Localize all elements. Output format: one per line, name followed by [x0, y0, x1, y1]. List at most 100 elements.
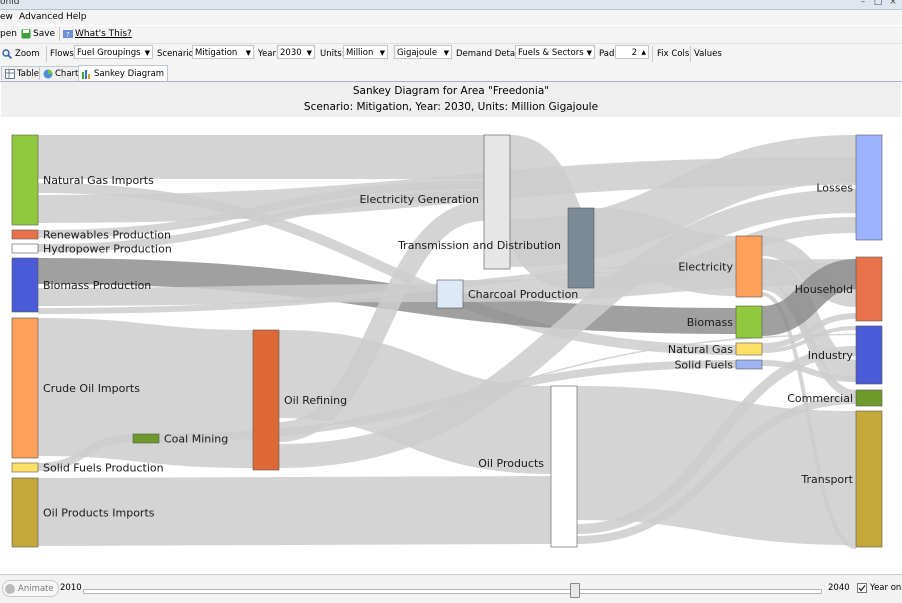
toolbar-divider — [652, 46, 653, 62]
node-char[interactable] — [436, 279, 464, 309]
node-ng[interactable] — [735, 342, 763, 356]
save-icon — [21, 29, 31, 39]
animation-bar: Animate 2010 2040 Year on — [0, 574, 902, 603]
flows-label: Flows: — [50, 49, 77, 59]
sankey-icon — [82, 69, 90, 79]
diagram-subtitle: Scenario: Mitigation, Year: 2030, Units:… — [303, 101, 599, 113]
year-start-label: 2010 — [60, 583, 82, 593]
pie-chart-icon — [43, 69, 53, 78]
flow-coi-ref — [37, 318, 254, 468]
values-toggle[interactable]: Values — [694, 47, 722, 61]
flows-select[interactable]: Fuel Groupings ▼ — [74, 45, 153, 59]
demand-detail-value: Fuels & Sectors — [518, 48, 584, 58]
whats-this-button[interactable]: ? What's This? — [63, 29, 132, 39]
node-op[interactable] — [550, 385, 578, 548]
flow-ren-egen — [37, 181, 485, 238]
node-tra[interactable] — [855, 410, 883, 548]
tab-table-label: Table — [17, 68, 39, 79]
node-ngi[interactable] — [11, 134, 39, 226]
node-label-egen: Electricity Generation — [359, 193, 479, 206]
node-opi[interactable] — [11, 477, 39, 548]
flow-biom-hh — [760, 259, 858, 336]
zoom-button[interactable]: Zoom — [2, 47, 40, 61]
chevron-down-icon: ▼ — [306, 49, 312, 57]
node-bio[interactable] — [11, 257, 39, 313]
node-hyd[interactable] — [11, 243, 39, 254]
scenario-select[interactable]: Mitigation ▼ — [192, 45, 254, 59]
sankey-diagram: Natural Gas Imports Renewables Production… — [11, 134, 883, 549]
node-label-char: Charcoal Production — [468, 288, 578, 301]
zoom-label: Zoom — [15, 49, 40, 59]
node-label-tra: Transport — [800, 473, 853, 486]
unit-value: Gigajoule — [397, 48, 438, 58]
year-value: 2030 — [280, 48, 302, 58]
magnifier-icon — [2, 49, 12, 59]
main-toolbar: pen Save ? What's This? — [0, 26, 902, 44]
year-slider-thumb[interactable] — [570, 583, 580, 598]
year-on-checkbox[interactable]: Year on — [857, 583, 901, 593]
flow-ng-ind — [761, 326, 857, 353]
scenario-value: Mitigation — [195, 48, 238, 58]
node-label-ind: Industry — [808, 349, 854, 362]
scenario-label: Scenario: — [157, 49, 197, 59]
year-select[interactable]: 2030 ▼ — [277, 45, 315, 59]
node-label-ngi: Natural Gas Imports — [43, 174, 154, 187]
node-sfp[interactable] — [11, 462, 39, 473]
units-select[interactable]: Million ▼ — [343, 45, 388, 59]
demand-detail-label: Demand Detail: — [456, 49, 523, 59]
flow-ref-op — [278, 330, 552, 474]
animate-button[interactable]: Animate — [2, 580, 59, 597]
pad-stepper[interactable]: 2 ▲ — [615, 45, 649, 59]
toolbar-divider — [46, 46, 47, 62]
node-ind[interactable] — [855, 325, 883, 385]
menu-item-view[interactable]: ew — [0, 12, 13, 22]
open-button[interactable]: pen — [0, 29, 17, 39]
pad-label: Pad: — [599, 49, 618, 59]
menu-item-advanced[interactable]: Advanced — [19, 12, 64, 22]
tab-table[interactable]: Table — [1, 66, 43, 80]
checkbox-checked-icon — [857, 583, 867, 593]
maximize-button[interactable]: □ — [873, 0, 883, 7]
spinner-arrows-icon: ▲ — [641, 49, 646, 56]
node-label-op: Oil Products — [478, 457, 544, 470]
node-egen[interactable] — [483, 134, 511, 270]
node-coi[interactable] — [11, 317, 39, 459]
window-title: onld — [0, 0, 20, 7]
node-elec[interactable] — [735, 235, 763, 298]
tab-sankey-diagram[interactable]: Sankey Diagram — [78, 65, 169, 81]
menu-item-help[interactable]: Help — [66, 12, 87, 22]
tab-chart-label: Chart — [55, 68, 79, 79]
node-hh[interactable] — [855, 256, 883, 322]
node-loss[interactable] — [855, 134, 883, 241]
units-value: Million — [346, 48, 374, 58]
node-td[interactable] — [567, 207, 595, 289]
node-label-hh: Household — [795, 283, 853, 296]
node-label-hyd: Hydropower Production — [43, 243, 172, 256]
animate-label: Animate — [18, 583, 54, 594]
diagram-title: Sankey Diagram for Area "Freedonia" — [352, 85, 550, 97]
node-sf[interactable] — [735, 359, 763, 370]
open-label: pen — [0, 29, 17, 39]
fix-cols-toggle[interactable]: Fix Cols — [657, 47, 689, 61]
year-slider-track[interactable] — [83, 589, 822, 594]
demand-detail-select[interactable]: Fuels & Sectors ▼ — [515, 45, 595, 59]
flows-value: Fuel Groupings — [77, 48, 141, 58]
node-coal[interactable] — [132, 433, 160, 444]
node-label-ren: Renewables Production — [43, 229, 171, 242]
flow-elec-hh — [761, 236, 857, 307]
node-biom[interactable] — [735, 305, 763, 339]
node-ren[interactable] — [11, 229, 39, 240]
view-tabs: Table Chart Sankey Diagram — [0, 64, 902, 82]
close-button[interactable]: × — [889, 0, 897, 7]
sankey-links — [37, 135, 858, 549]
menu-bar: ew Advanced Help — [0, 10, 902, 25]
unit-select[interactable]: Gigajoule ▼ — [394, 45, 452, 59]
flow-elec-ind — [760, 258, 858, 382]
minimize-button[interactable]: – — [860, 0, 866, 7]
node-com[interactable] — [855, 389, 883, 407]
tab-chart[interactable]: Chart — [39, 66, 83, 80]
node-ref[interactable] — [252, 329, 280, 471]
save-button[interactable]: Save — [21, 29, 55, 39]
toolbar-divider — [690, 46, 691, 62]
node-label-ref: Oil Refining — [284, 394, 347, 407]
